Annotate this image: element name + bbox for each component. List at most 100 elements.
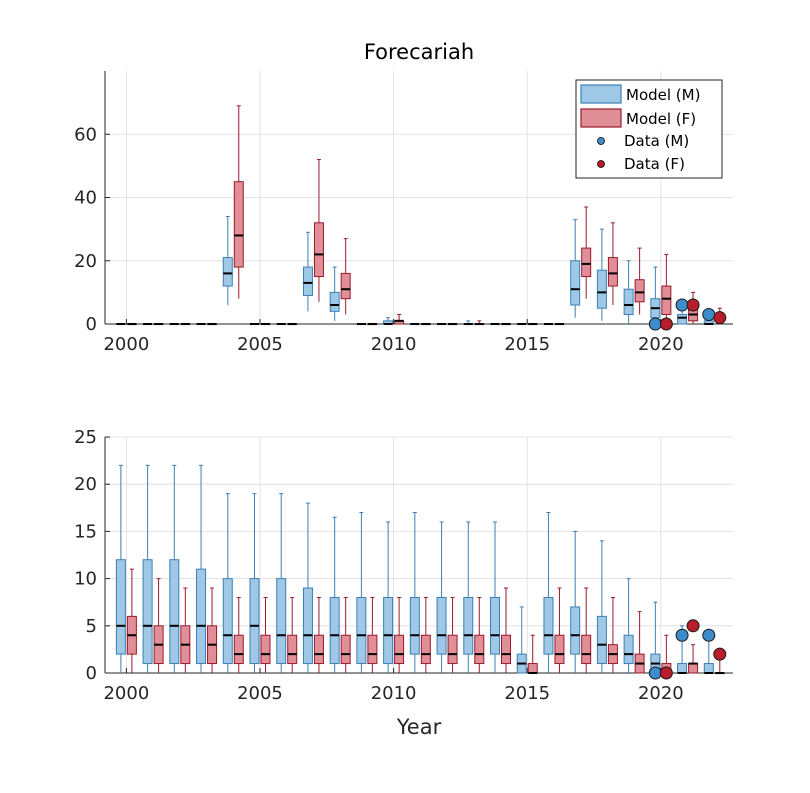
top-box-model-f xyxy=(126,323,137,326)
bottom-iqr-model-f xyxy=(233,634,244,665)
bottom-iqr-model-m xyxy=(596,615,607,665)
bottom-iqr-model-m xyxy=(222,578,233,665)
bottom-box-model-m xyxy=(436,521,447,673)
top-box-model-f xyxy=(661,253,672,324)
top-box-model-f xyxy=(207,323,218,326)
top-box-model-m xyxy=(249,323,260,326)
bottom-box-model-m xyxy=(142,464,153,673)
bottom-iqr-model-m xyxy=(490,596,501,655)
top-box-model-m xyxy=(356,323,367,326)
top-box-model-f xyxy=(260,323,271,326)
bottom-iqr-model-m xyxy=(276,578,287,665)
bottom-x-tick-label: 2015 xyxy=(504,683,550,704)
bottom-box-model-m xyxy=(196,464,207,673)
legend-label-model-f: Model (F) xyxy=(626,110,696,128)
bottom-iqr-model-f xyxy=(394,634,405,665)
top-iqr-model-m xyxy=(329,291,340,312)
bottom-box-model-f xyxy=(394,596,405,673)
bottom-box-model-f xyxy=(233,596,244,673)
bottom-box-model-f xyxy=(207,587,218,673)
bottom-iqr-model-m xyxy=(436,596,447,655)
bottom-box-model-f xyxy=(607,596,618,673)
top-data-point-m xyxy=(675,298,689,312)
top-box-model-m xyxy=(302,231,313,312)
bottom-box-model-f xyxy=(688,644,699,674)
top-x-tick-label: 2010 xyxy=(371,334,417,355)
top-iqr-model-m xyxy=(570,260,581,306)
bottom-iqr-model-m xyxy=(383,596,394,665)
legend-swatch-model-m xyxy=(580,84,622,104)
bottom-box-model-m xyxy=(463,521,474,673)
top-box-model-f xyxy=(501,323,512,326)
bottom-data-point-f xyxy=(713,647,727,661)
chart-title: Forecariah xyxy=(364,40,474,64)
top-box-model-m xyxy=(409,323,420,326)
bottom-iqr-model-f xyxy=(527,663,538,674)
legend-label-model-m: Model (M) xyxy=(626,86,700,104)
bottom-iqr-model-f xyxy=(367,634,378,665)
top-box-model-m xyxy=(115,323,126,326)
top-box-model-m xyxy=(463,320,474,326)
bottom-iqr-model-m xyxy=(703,663,714,674)
top-box-model-f xyxy=(340,238,351,315)
bottom-iqr-model-f xyxy=(260,634,271,665)
bottom-iqr-model-m xyxy=(196,568,207,665)
bottom-iqr-model-m xyxy=(329,596,340,665)
bottom-box-model-m xyxy=(409,512,420,673)
top-y-tick-label: 0 xyxy=(86,314,97,335)
bottom-box-model-f xyxy=(527,634,538,674)
bottom-data-point-m xyxy=(675,628,689,642)
bottom-iqr-model-f xyxy=(501,634,512,665)
bottom-iqr-model-m xyxy=(570,606,581,655)
legend-label-data-f: Data (F) xyxy=(624,155,685,173)
bottom-iqr-model-m xyxy=(142,559,153,665)
bottom-y-tick-label: 5 xyxy=(86,616,97,637)
top-box-model-f xyxy=(607,222,618,306)
bottom-iqr-model-m xyxy=(623,634,634,665)
bottom-box-model-f xyxy=(501,587,512,673)
top-box-model-m xyxy=(169,323,180,326)
top-box-model-f xyxy=(233,105,244,299)
bottom-box-model-m xyxy=(276,493,287,673)
top-box-model-m xyxy=(516,323,527,326)
top-data-point-m xyxy=(648,317,662,331)
bottom-box-model-f xyxy=(340,596,351,673)
top-iqr-model-m xyxy=(623,288,634,316)
bottom-box-model-m xyxy=(115,464,126,673)
bottom-box-model-f xyxy=(581,587,592,673)
top-x-tick-label: 2015 xyxy=(504,334,550,355)
bottom-box-model-m xyxy=(596,540,607,673)
bottom-data-point-f xyxy=(659,666,673,680)
bottom-box-model-m xyxy=(383,521,394,673)
top-box-model-f xyxy=(180,323,191,326)
top-box-model-m xyxy=(570,219,581,318)
bottom-box-model-f xyxy=(287,596,298,673)
top-iqr-model-m xyxy=(677,314,688,325)
top-iqr-model-f xyxy=(233,181,244,268)
top-data-point-f xyxy=(713,311,727,325)
top-box-model-f xyxy=(394,314,405,325)
top-box-model-f xyxy=(287,323,298,326)
bottom-iqr-model-m xyxy=(115,559,126,655)
top-box-model-f xyxy=(313,159,324,302)
bottom-iqr-model-f xyxy=(287,634,298,665)
top-box-model-m xyxy=(276,323,287,326)
top-box-model-m xyxy=(490,323,501,326)
bottom-x-tick-label: 2020 xyxy=(638,683,684,704)
bottom-y-tick-label: 15 xyxy=(74,521,97,542)
top-box-model-f xyxy=(367,323,378,326)
bottom-box-model-m xyxy=(516,606,527,674)
bottom-box-model-m xyxy=(623,578,634,673)
top-box-model-f xyxy=(153,323,164,326)
top-iqr-model-m xyxy=(222,257,233,287)
bottom-iqr-model-m xyxy=(409,596,420,655)
bottom-box-model-f xyxy=(420,596,431,673)
legend-label-data-m: Data (M) xyxy=(624,132,689,150)
bottom-iqr-model-m xyxy=(249,578,260,665)
bottom-box-model-m xyxy=(570,530,581,673)
legend-marker-data-f xyxy=(597,160,605,168)
top-iqr-model-f xyxy=(313,222,324,278)
bottom-box-model-f xyxy=(260,596,271,673)
bottom-box-model-m xyxy=(249,493,260,673)
